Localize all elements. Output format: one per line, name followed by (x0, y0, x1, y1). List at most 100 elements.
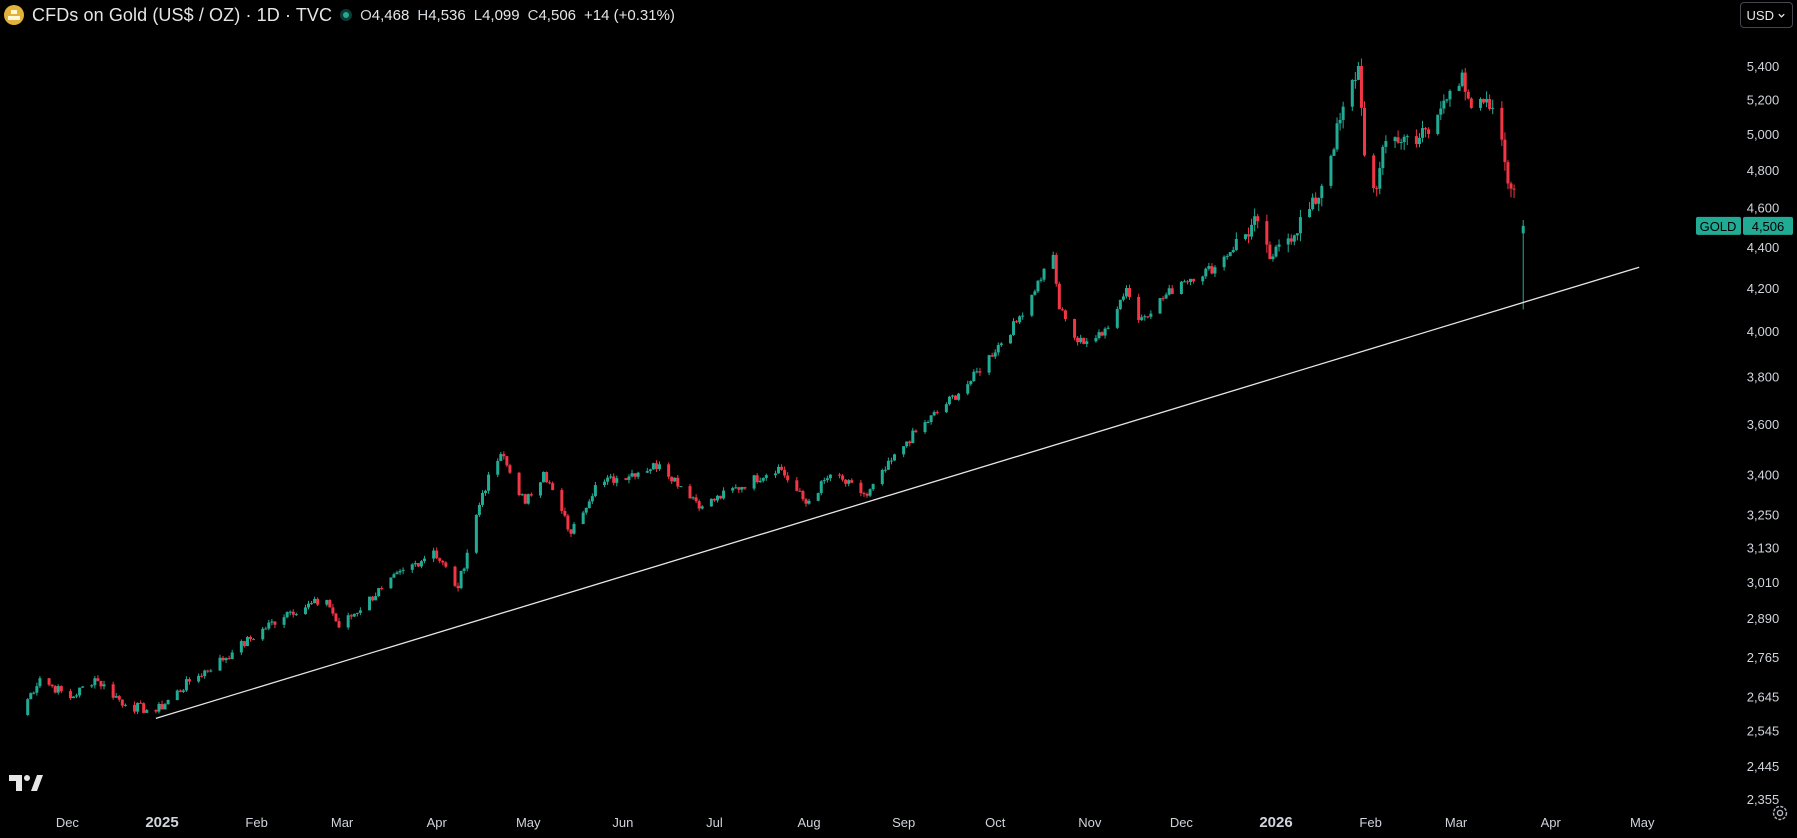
candle (1439, 101, 1443, 120)
candle-body (1143, 316, 1147, 318)
candle (871, 483, 875, 491)
candle-body (1164, 294, 1168, 299)
candle-body (1060, 309, 1064, 311)
candle-body (798, 490, 802, 492)
candle (1057, 281, 1061, 310)
candle (584, 507, 588, 515)
candle (209, 669, 213, 673)
badge-symbol-bg (1696, 216, 1741, 235)
candle (29, 692, 33, 700)
candle-body (1485, 98, 1489, 103)
candle-body (249, 636, 253, 640)
candle (474, 514, 478, 554)
candle-body (334, 613, 338, 622)
candle-body (1253, 216, 1257, 225)
candle (377, 587, 381, 597)
candle-body (1057, 283, 1061, 310)
candle (99, 680, 103, 690)
candle-body (865, 493, 869, 496)
price-tick-label: 2,355 (1747, 792, 1780, 807)
candle (1121, 293, 1125, 302)
candle (673, 477, 677, 482)
candle-body (932, 412, 936, 416)
candle-body (1274, 246, 1278, 257)
candle-body (1448, 90, 1452, 100)
candle-body (133, 704, 137, 712)
candle (117, 695, 121, 702)
candle (954, 395, 958, 400)
candle-body (1491, 107, 1495, 109)
candle-body (786, 475, 790, 481)
candle-body (892, 454, 896, 461)
candle-body (35, 686, 39, 693)
candle (722, 487, 726, 500)
candle-body (474, 514, 478, 553)
trendline[interactable] (155, 266, 1640, 720)
candle (1405, 134, 1409, 146)
candle (1250, 218, 1254, 240)
candle-body (371, 596, 375, 601)
time-tick-label: 2025 (145, 814, 178, 831)
candle-body (358, 610, 362, 613)
gear-icon[interactable] (1771, 804, 1789, 827)
candle (1085, 338, 1089, 348)
candle (230, 649, 234, 660)
price-tick-label: 4,400 (1747, 240, 1780, 255)
candle-body (975, 371, 979, 373)
candle (1149, 310, 1153, 320)
candle-body (487, 474, 491, 491)
candle-body (1118, 299, 1122, 310)
price-change: +14 (+0.31%) (584, 6, 675, 24)
candle-body (224, 658, 228, 661)
candle-body (1292, 235, 1296, 242)
candle (529, 492, 533, 497)
candle-body (303, 607, 307, 615)
candle (1140, 314, 1144, 321)
tradingview-logo-icon[interactable] (9, 774, 43, 797)
candle (398, 568, 402, 575)
candle (413, 560, 417, 567)
candle (923, 419, 927, 434)
candle (1008, 334, 1012, 344)
market-status-icon[interactable] (340, 9, 353, 21)
candle-body (1149, 313, 1153, 317)
candle (886, 457, 890, 470)
candle (392, 572, 396, 578)
candle (1100, 331, 1104, 337)
candle-body (160, 703, 164, 710)
candle (676, 474, 680, 489)
candle (264, 626, 268, 630)
candle-body (1222, 256, 1226, 268)
candle-body (1228, 252, 1232, 257)
candle-body (1231, 250, 1235, 253)
candle (1384, 135, 1388, 154)
candle (542, 471, 546, 483)
currency-button[interactable]: USD (1739, 2, 1793, 28)
candle (667, 462, 671, 480)
ohlc-values: O4,468 H4,536 L4,099 C4,506 +14 (+0.31%) (360, 7, 675, 24)
candle-body (102, 684, 106, 687)
candle (740, 486, 744, 493)
price-tick-label: 4,800 (1747, 163, 1780, 178)
candle-body (227, 658, 231, 660)
candle (526, 493, 530, 505)
candle (844, 479, 848, 487)
symbol-title[interactable]: CFDs on Gold (US$ / OZ) · 1D · TVC (32, 4, 333, 25)
time-axis[interactable]: Dec 2025 Feb Mar Apr May Jun Jul Aug Sep Oct Nov Dec… (56, 814, 1655, 831)
candle-body (505, 456, 509, 466)
candle-body (1265, 221, 1269, 245)
candle (1207, 262, 1211, 271)
candle-body (1243, 234, 1247, 239)
candle-body (1350, 80, 1354, 107)
candle-body (1372, 155, 1376, 189)
candle (969, 380, 973, 386)
candle (1054, 252, 1058, 287)
candle (819, 480, 823, 496)
candle-body (502, 454, 506, 457)
candle-body (886, 460, 890, 470)
candle-body (261, 628, 265, 640)
candle (609, 473, 613, 479)
price-axis[interactable]: 5,400 5,200 5,000 4,800 4,600 4,400 4,200 4,000… (1747, 59, 1780, 807)
